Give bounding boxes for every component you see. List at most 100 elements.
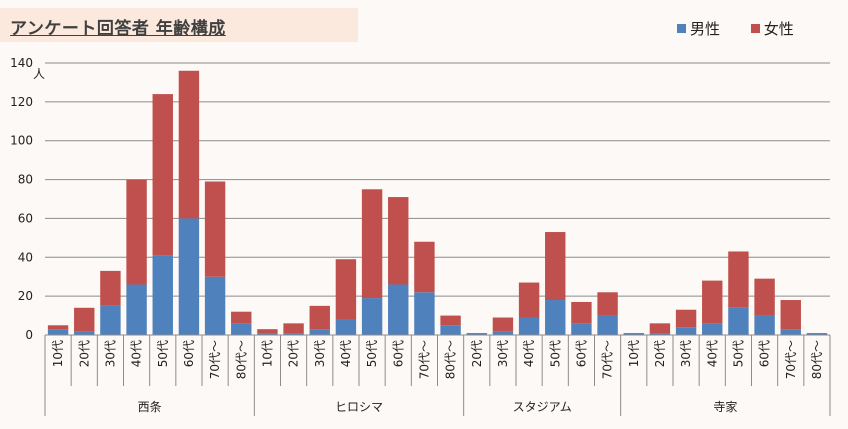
x-tick-label: 30代 (313, 340, 327, 367)
bar-female (571, 301, 592, 324)
bar-female (649, 323, 671, 334)
bar-female (361, 189, 383, 299)
x-tick-label: 70代～ (784, 340, 798, 379)
x-tick-label: 50代 (365, 340, 379, 367)
legend-label-male: 男性 (690, 20, 721, 38)
bar-female (231, 311, 252, 324)
bar-female (204, 181, 226, 277)
x-tick-label: 10代 (51, 340, 65, 367)
group-label: ヒロシマ (335, 400, 383, 414)
bar-male (100, 305, 121, 335)
bar-female (702, 280, 723, 324)
bar-female (492, 317, 514, 332)
x-tick-label: 30代 (103, 340, 117, 367)
bar-female (100, 270, 121, 306)
legend-swatch-male (677, 24, 686, 33)
bar-male (728, 307, 749, 335)
title-box: アンケート回答者 年齢構成 (0, 8, 358, 42)
x-tick-label: 80代～ (234, 340, 248, 379)
x-tick-label: 30代 (679, 340, 693, 367)
bar-male (231, 323, 252, 335)
x-tick-label: 50代 (156, 340, 170, 367)
y-tick-label: 100 (10, 134, 33, 148)
bar-female (47, 325, 69, 330)
y-tick-label: 40 (18, 250, 33, 264)
x-tick-label: 60代 (391, 340, 405, 367)
legend-swatch-female (750, 24, 760, 33)
bar-male (440, 325, 461, 335)
x-tick-label: 10代 (627, 340, 641, 367)
y-tick-label: 80 (18, 173, 33, 187)
chart-title: アンケート回答者 年齢構成 (10, 19, 226, 39)
bars (47, 70, 828, 335)
x-tick-label: 40代 (705, 340, 719, 367)
group-label: 西条 (138, 400, 162, 414)
bar-male (702, 323, 723, 335)
y-tick-label: 140 (10, 56, 33, 70)
bar-male (545, 300, 566, 335)
bar-male (492, 331, 514, 335)
bar-male (780, 329, 801, 335)
x-tick-label: 70代～ (417, 340, 431, 379)
bar-female (754, 278, 775, 316)
x-tick-label: 20代 (287, 340, 301, 367)
bar-male (388, 284, 409, 335)
bar-male (597, 315, 618, 335)
bar-female (545, 232, 566, 301)
bar-female (335, 259, 357, 320)
y-tick-label: 120 (10, 95, 33, 109)
x-tick-label: 50代 (548, 340, 562, 367)
bar-male (335, 319, 357, 335)
x-tick-label: 60代 (574, 340, 588, 367)
bar-female (152, 94, 173, 256)
bar-female (126, 179, 147, 285)
bar-male (518, 317, 540, 335)
x-tick-label: 10代 (260, 340, 274, 367)
bar-male (309, 329, 330, 335)
bar-female (283, 323, 304, 334)
bar-male (74, 331, 95, 335)
bar-male (414, 292, 435, 335)
x-tick-label: 50代 (731, 340, 745, 367)
x-tick-label: 40代 (130, 340, 144, 367)
legend-item-male: 男性 (677, 18, 720, 39)
bar-female (728, 251, 749, 308)
bar-male (283, 333, 304, 335)
x-tick-label: 80代～ (444, 340, 458, 379)
x-tick-label: 20代 (77, 340, 91, 367)
x-axis: 10代 20代 30代 40代 50代 60代 70代～ 80代～ 西条 10代 20代 30代 40代… (44, 334, 831, 416)
bar-male (649, 333, 671, 335)
bar-male (754, 315, 775, 335)
legend: 男性 女性 (677, 18, 820, 39)
bar-female (440, 315, 461, 326)
bar-male (623, 333, 644, 335)
legend-item-female: 女性 (750, 18, 794, 39)
bar-male (361, 298, 383, 335)
bar-female (257, 329, 278, 334)
bar-male (257, 333, 278, 335)
bar-female (74, 307, 95, 332)
bar-male (152, 255, 173, 335)
x-tick-label: 60代 (182, 340, 196, 367)
bar-female (518, 282, 540, 318)
bar-female (675, 309, 697, 328)
bar-male (466, 333, 487, 335)
legend-label-female: 女性 (763, 20, 794, 38)
group-label: スタジアム (513, 400, 572, 414)
x-tick-label: 80代～ (810, 340, 824, 379)
x-tick-label: 70代～ (601, 340, 615, 379)
group-label: 寺家 (713, 399, 737, 414)
grid-lines (45, 62, 830, 297)
bar-female (388, 197, 409, 285)
x-tick-label: 60代 (758, 340, 772, 367)
bar-male (675, 327, 697, 335)
x-tick-label: 40代 (522, 340, 536, 367)
bar-male (47, 329, 69, 335)
x-tick-label: 70代～ (208, 340, 222, 379)
bar-male (204, 276, 226, 335)
x-tick-label: 30代 (496, 340, 510, 367)
bar-male (571, 323, 592, 335)
bar-male (126, 284, 147, 335)
bar-female (178, 70, 200, 219)
